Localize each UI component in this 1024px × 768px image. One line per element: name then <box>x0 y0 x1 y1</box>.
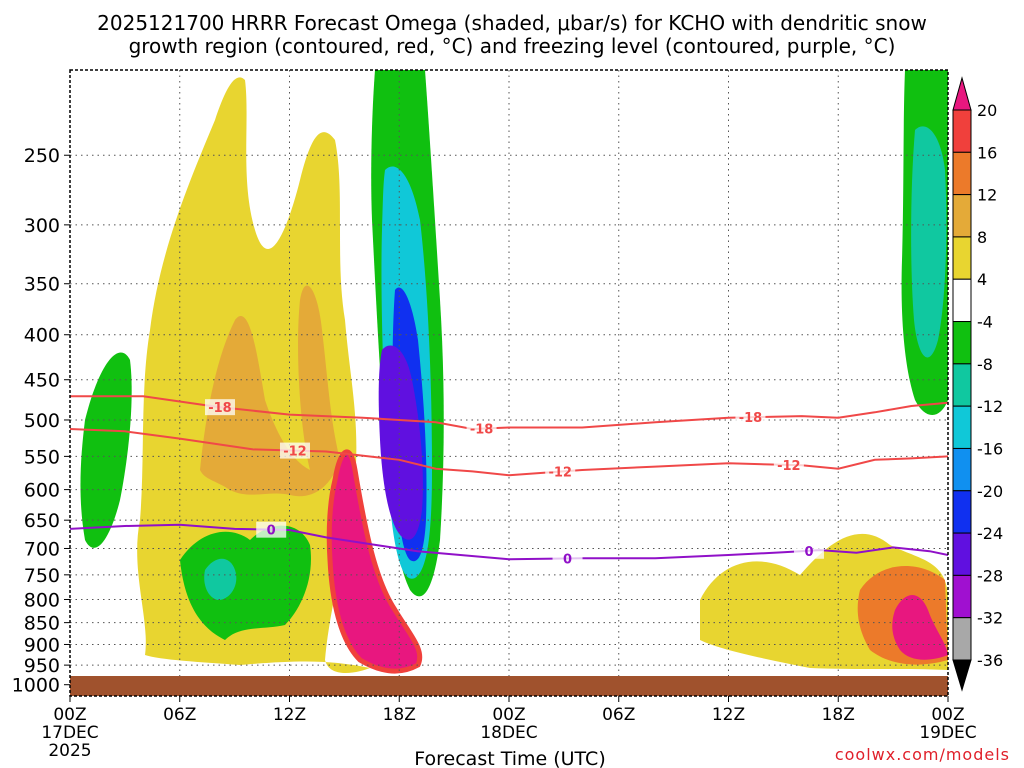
terrain-ground <box>70 676 948 696</box>
colorbar-swatch-12 <box>952 574 972 619</box>
omega-region-right-upper-teal <box>911 126 947 358</box>
x-tick-label-3: 18Z <box>383 705 416 725</box>
x-tick-date-8: 19DEC <box>919 723 976 743</box>
y-tick-label-250: 250 <box>24 145 60 167</box>
x-tick-label-7: 18Z <box>822 705 855 725</box>
y-tick-label-950: 950 <box>24 655 60 677</box>
contour-label-freezing-level-2: 0 <box>804 545 813 560</box>
x-tick-date-4: 18DEC <box>480 723 537 743</box>
omega-region-subsidence-purple <box>378 345 423 540</box>
temperature-contours: -18 -18 -18 -12 -12 -12 0 0 0 <box>70 395 948 567</box>
colorbar-bottom-arrow <box>952 659 972 692</box>
colorbar-swatch-4 <box>952 236 972 280</box>
contour-label-bg-dgz-12-2 <box>773 456 804 473</box>
contour-label-bg-dgz-18-1 <box>466 420 497 437</box>
contour-label-bg-dgz-18-0 <box>204 399 235 416</box>
y-axis-ticks: 2503003504004505005506006507007508008509… <box>12 145 70 697</box>
colorbar-label-7: -12 <box>977 397 1003 416</box>
x-tick-label-1: 06Z <box>163 705 196 725</box>
contour-dgz-12 <box>70 428 948 477</box>
contour-label-bg-dgz-12-0 <box>279 442 310 459</box>
colorbar-top-arrow <box>952 76 972 111</box>
contour-dgz-18 <box>70 395 948 431</box>
omega-region-right-low-magenta <box>892 595 948 660</box>
contour-label-dgz-18-0: -18 <box>208 401 232 416</box>
omega-region-red-ring <box>326 449 423 674</box>
contour-label-bg-freezing-level-0 <box>256 521 287 538</box>
colorbar: 20 16 12 8 4 -4 -8 -12 -16 -20 -24 -28 -32 -36 <box>952 76 1003 692</box>
source-credit: coolwx.com/models <box>835 745 1010 764</box>
y-tick-label-400: 400 <box>24 325 60 347</box>
contour-freezing-level <box>70 523 948 561</box>
x-tick-year-0: 2025 <box>48 741 91 761</box>
contour-label-bg-freezing-level-2 <box>793 542 824 559</box>
colorbar-swatch-10 <box>952 490 972 534</box>
colorbar-label-8: -16 <box>977 439 1003 458</box>
y-tick-label-300: 300 <box>24 215 60 237</box>
colorbar-label-0: 20 <box>977 101 997 120</box>
omega-region-mid-teal <box>204 558 237 600</box>
x-tick-label-6: 12Z <box>712 705 745 725</box>
colorbar-swatch-9 <box>952 447 972 492</box>
colorbar-label-4: 4 <box>977 270 987 289</box>
y-tick-label-450: 450 <box>24 370 60 392</box>
x-axis-label: Forecast Time (UTC) <box>414 748 605 768</box>
contour-label-freezing-level-0: 0 <box>267 524 276 539</box>
colorbar-label-13: -36 <box>977 651 1003 670</box>
omega-region-left-green <box>80 352 132 548</box>
colorbar-label-1: 16 <box>977 143 997 162</box>
colorbar-label-10: -24 <box>977 524 1003 543</box>
y-tick-label-350: 350 <box>24 274 60 296</box>
colorbar-swatch-3 <box>952 194 972 238</box>
colorbar-swatch-2 <box>952 151 972 196</box>
contour-label-dgz-12-2: -12 <box>777 459 801 474</box>
x-tick-label-4: 00Z <box>492 705 525 725</box>
colorbar-label-5: -4 <box>977 313 993 332</box>
contour-label-dgz-12-0: -12 <box>283 445 307 460</box>
omega-shading <box>80 70 948 674</box>
colorbar-label-6: -8 <box>977 355 993 374</box>
x-tick-label-0: 00Z <box>53 705 86 725</box>
y-tick-label-850: 850 <box>24 613 60 635</box>
y-tick-label-800: 800 <box>24 589 60 611</box>
colorbar-label-12: -32 <box>977 609 1003 628</box>
y-tick-label-550: 550 <box>24 446 60 468</box>
y-tick-label-600: 600 <box>24 480 60 502</box>
colorbar-swatch-13 <box>952 617 972 661</box>
contour-label-bg-freezing-level-1 <box>552 550 583 567</box>
contour-label-dgz-12-1: -12 <box>548 466 572 481</box>
colorbar-swatch-8 <box>952 405 972 449</box>
chart-title-line-2: growth region (contoured, red, °C) and f… <box>129 34 896 58</box>
x-tick-date-0: 17DEC <box>41 723 98 743</box>
omega-region-mid-green <box>180 525 311 640</box>
y-tick-label-650: 650 <box>24 510 60 532</box>
contour-label-bg-dgz-12-1 <box>545 463 576 480</box>
x-tick-label-8: 00Z <box>931 705 964 725</box>
colorbar-swatch-1 <box>952 109 972 153</box>
colorbar-label-11: -28 <box>977 566 1003 585</box>
contour-label-freezing-level-1: 0 <box>563 552 572 567</box>
x-tick-label-2: 12Z <box>273 705 306 725</box>
y-tick-label-1000: 1000 <box>12 675 60 697</box>
y-tick-label-700: 700 <box>24 538 60 560</box>
colorbar-label-2: 12 <box>977 186 997 205</box>
contour-label-dgz-18-2: -18 <box>739 411 763 426</box>
chart-title-line-1: 2025121700 HRRR Forecast Omega (shaded, … <box>97 11 927 35</box>
colorbar-swatch-7 <box>952 363 972 407</box>
colorbar-swatch-11 <box>952 532 972 576</box>
y-tick-label-500: 500 <box>24 410 60 432</box>
colorbar-label-3: 8 <box>977 228 987 247</box>
colorbar-swatch-6 <box>952 321 972 365</box>
y-tick-label-900: 900 <box>24 634 60 656</box>
colorbar-label-9: -20 <box>977 482 1003 501</box>
contour-label-bg-dgz-18-2 <box>735 409 766 426</box>
y-tick-label-750: 750 <box>24 565 60 587</box>
contour-label-dgz-18-1: -18 <box>470 423 494 438</box>
colorbar-swatch-5 <box>952 278 972 323</box>
x-tick-label-5: 06Z <box>602 705 635 725</box>
